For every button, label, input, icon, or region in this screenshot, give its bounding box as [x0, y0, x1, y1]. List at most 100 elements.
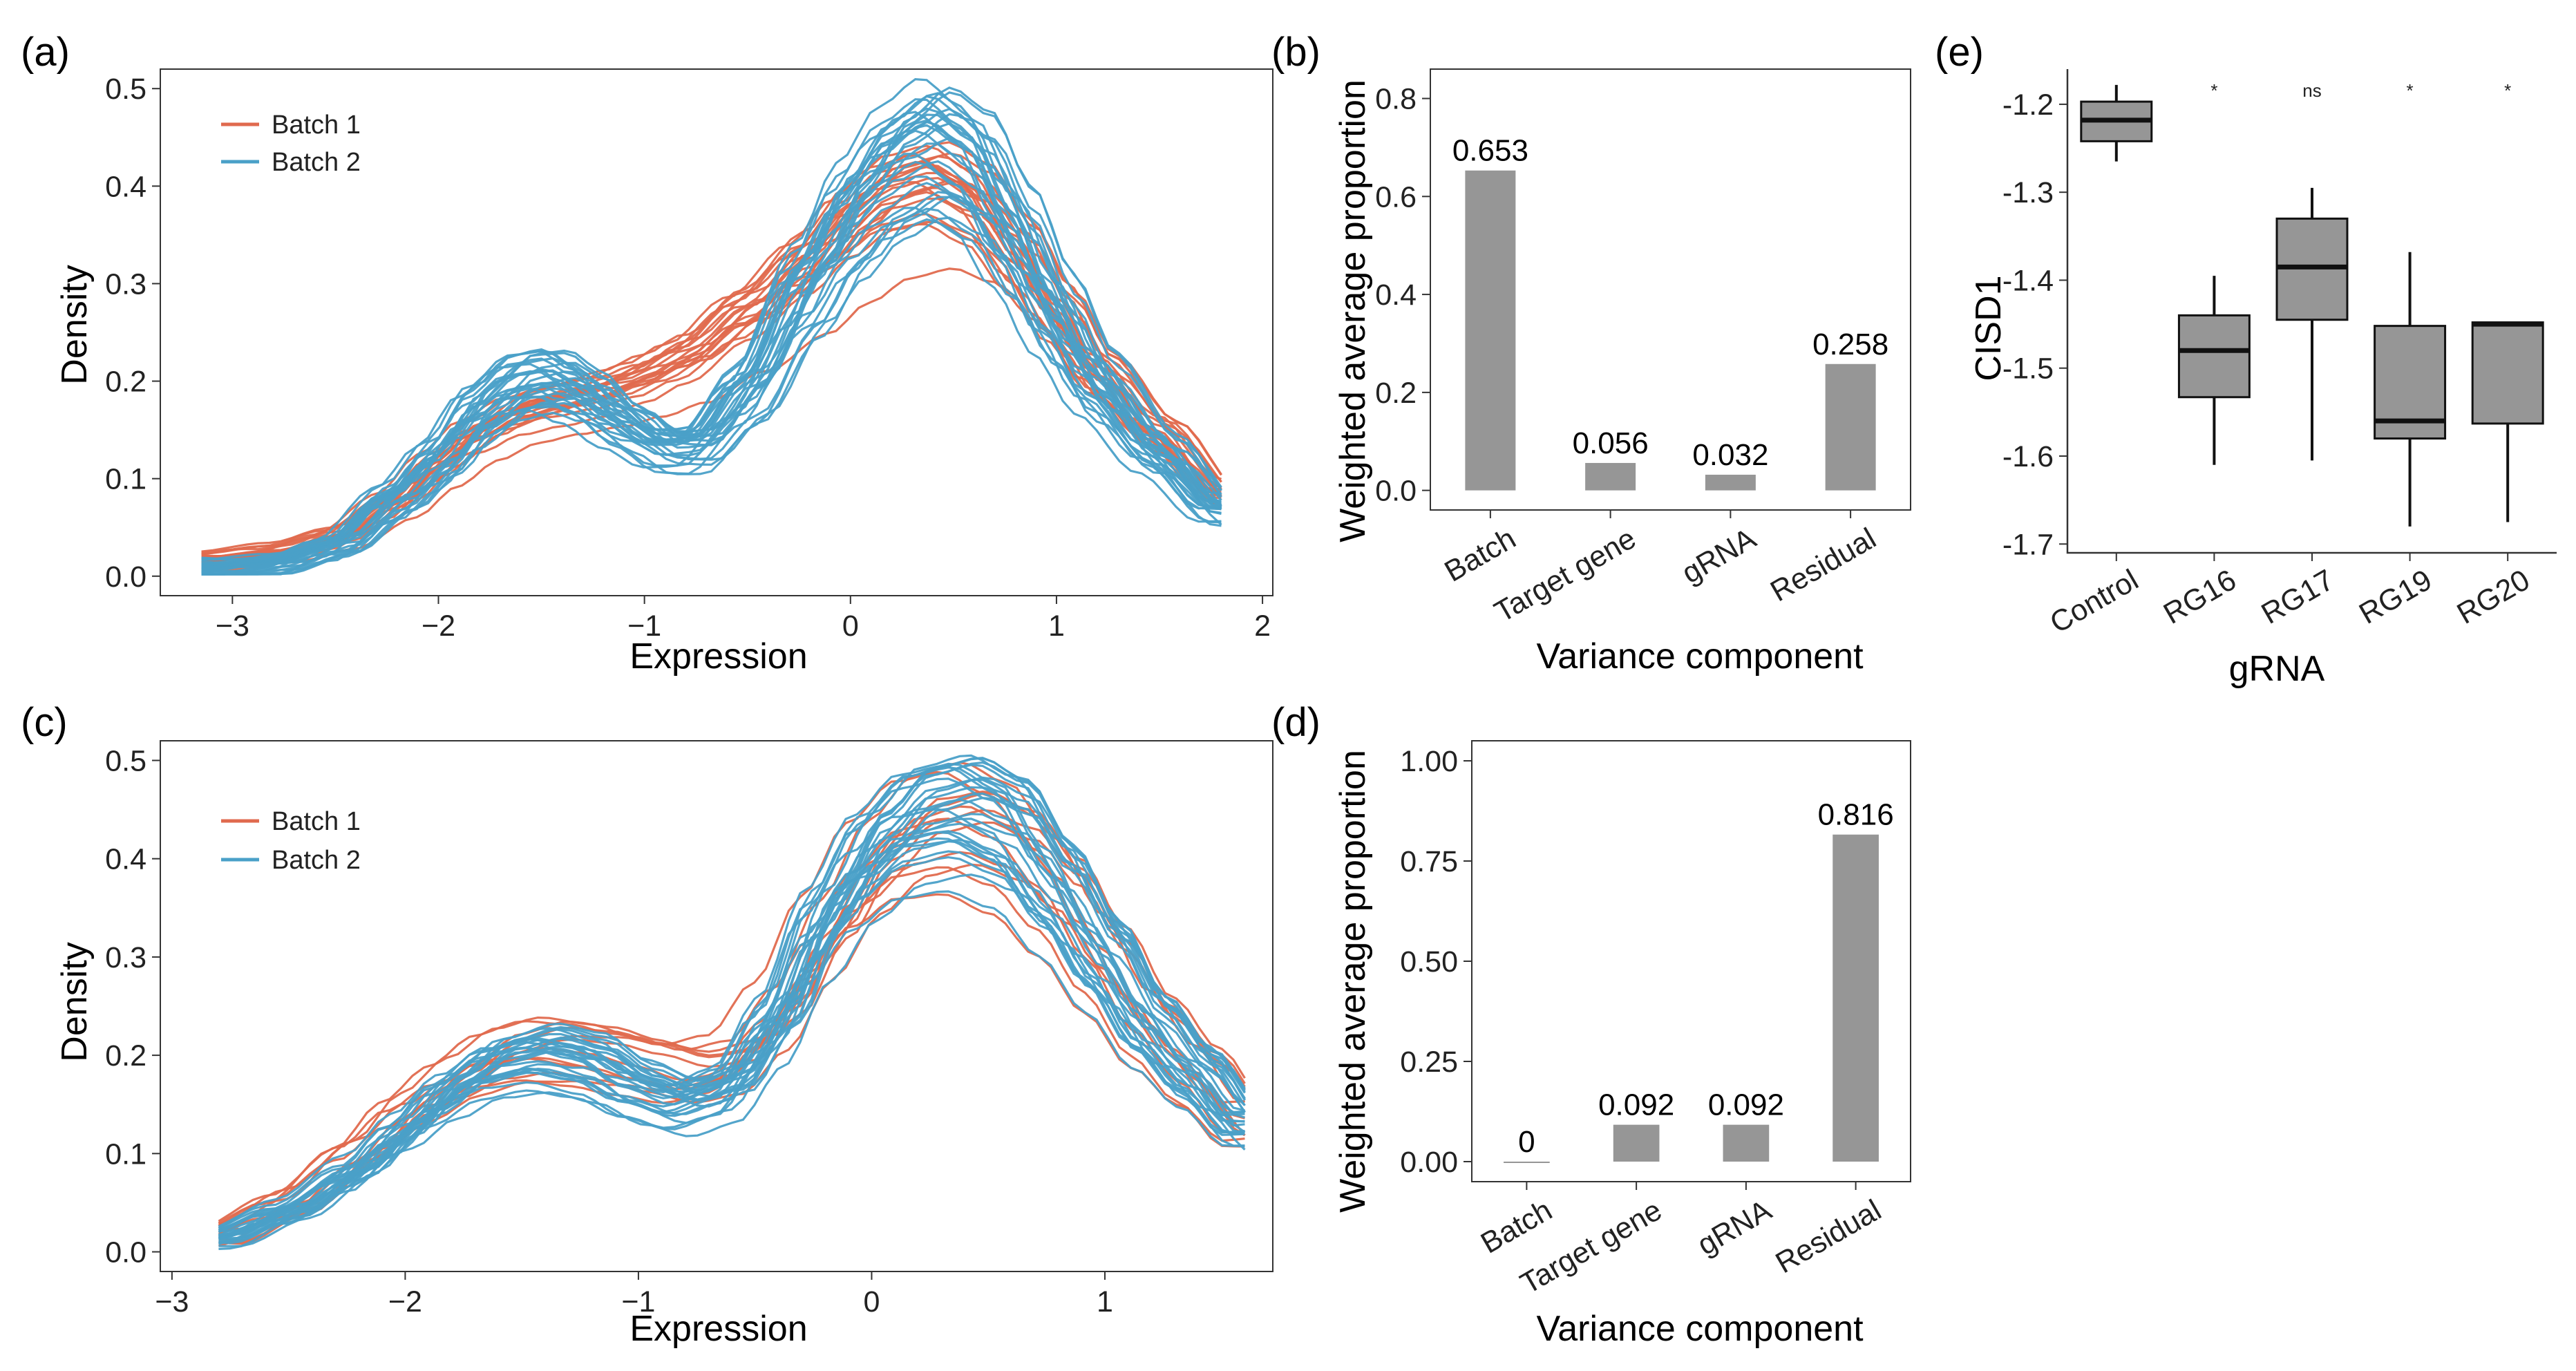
y-tick-label: 0.1 [105, 463, 146, 496]
x-tick-label: 1 [1097, 1285, 1113, 1318]
y-tick-label: 0.0 [105, 1236, 146, 1269]
y-tick-label: 1.00 [1400, 745, 1458, 778]
y-tick-label: -1.4 [2002, 264, 2054, 297]
bar-value-label: 0.258 [1812, 328, 1888, 361]
x-tick-label: −3 [155, 1285, 189, 1318]
density-curve-batch2 [201, 95, 1222, 576]
panel-a-ticks: −3 −2 −1 0 1 2 0.0 0.1 0.2 0.3 0.4 0.5 [105, 73, 1271, 643]
panel-b-frame [1430, 68, 1911, 511]
panel-label-a: (a) [21, 30, 70, 75]
bar-value-label: 0.032 [1692, 438, 1768, 472]
y-tick-label: 0.6 [1375, 180, 1417, 214]
box-rg20 [2471, 321, 2544, 425]
panel-d-x-axis-label: Variance component [1536, 1309, 1864, 1349]
x-tick-label: −1 [621, 1285, 655, 1318]
panel-d-frame [1471, 740, 1911, 1182]
y-tick-label: 0.3 [105, 941, 146, 974]
bar-value-label: 0.092 [1708, 1088, 1784, 1122]
panel-label-d: (d) [1271, 700, 1320, 745]
bar-grna [1705, 474, 1756, 491]
y-tick-label: 0.3 [105, 267, 146, 301]
significance-marker: * [2210, 80, 2217, 101]
x-tick-label: 0 [842, 609, 859, 643]
panel-a-y-axis-label: Density [55, 265, 95, 384]
y-tick-label: -1.7 [2002, 528, 2054, 561]
bar-value-label: 0 [1518, 1125, 1535, 1159]
density-curve-batch2 [201, 120, 1222, 562]
density-curve-batch2 [201, 195, 1222, 575]
density-curve-batch2 [201, 191, 1222, 576]
bar-batch [1504, 1162, 1550, 1163]
panel-label-e: (e) [1935, 30, 1984, 75]
bar-target-gene [1613, 1124, 1660, 1162]
density-curve-batch2 [201, 196, 1222, 576]
y-tick-label: -1.6 [2002, 440, 2054, 473]
density-curve-batch2 [218, 777, 1245, 1228]
y-tick-label: 0.8 [1375, 83, 1417, 116]
y-tick-label: 0.4 [1375, 278, 1417, 312]
bar-value-label: 0.092 [1598, 1088, 1674, 1122]
significance-marker: * [2504, 80, 2511, 101]
bar-value-label: 0.056 [1573, 426, 1649, 460]
density-curve-batch2 [218, 890, 1245, 1238]
panel-a-frame [160, 68, 1273, 596]
panel-c-ticks: −3 −2 −1 0 1 0.0 0.1 0.2 0.3 0.4 0.5 [105, 744, 1113, 1318]
y-tick-label: 0.2 [105, 1039, 146, 1072]
density-curve-batch2 [218, 798, 1245, 1245]
density-curve-batch2 [218, 830, 1245, 1233]
x-tick-label: −3 [216, 609, 249, 643]
y-tick-label: 0.00 [1400, 1146, 1458, 1179]
x-tick-label: −1 [627, 609, 661, 643]
density-curve-batch2 [201, 216, 1222, 576]
density-curve-batch2 [218, 786, 1246, 1236]
bar-grna [1723, 1124, 1770, 1162]
bar-batch [1465, 170, 1516, 491]
panel-a-x-axis-label: Expression [629, 636, 807, 677]
box-rg16 [2177, 314, 2251, 399]
x-tick-label: −2 [422, 609, 455, 643]
x-tick-label: 2 [1254, 609, 1271, 643]
panel-e-axes [2066, 69, 2557, 554]
y-tick-label: 0.1 [105, 1137, 146, 1171]
y-tick-label: 0.5 [105, 73, 146, 106]
density-curve-batch2 [201, 122, 1222, 566]
panel-d-y-axis-label: Weighted average proportion [1333, 750, 1373, 1213]
panel-label-c: (c) [21, 700, 68, 745]
panel-label-b: (b) [1271, 30, 1320, 75]
panel-a-density-plot: (a) Density Expression −3 −2 −1 0 1 2 0.0 0.1 0.… [21, 30, 1273, 677]
panel-a-density-lines [201, 77, 1222, 576]
bar-value-label: 0.653 [1452, 134, 1528, 168]
y-tick-label: 0.75 [1400, 845, 1458, 878]
legend-batch1-label: Batch 1 [272, 111, 361, 140]
panel-c-density-plot: (c) Density Expression −3 −2 −1 0 1 0.0 0.1 0.2… [21, 700, 1273, 1349]
significance-marker: * [2407, 80, 2414, 101]
x-tick-label: 1 [1048, 609, 1065, 643]
legend-batch2-label: Batch 2 [272, 148, 361, 177]
panel-e-y-axis-label: CISD1 [1969, 275, 2009, 381]
panel-c-y-axis-label: Density [55, 942, 95, 1061]
y-tick-label: 0.50 [1400, 945, 1458, 978]
x-tick-label: 0 [863, 1285, 880, 1318]
y-tick-label: -1.3 [2002, 176, 2054, 209]
y-tick-label: 0.5 [105, 744, 146, 777]
panel-a-legend: Batch 1 Batch 2 [221, 111, 361, 177]
legend-batch2-label: Batch 2 [272, 846, 361, 875]
bar-target-gene [1585, 462, 1636, 491]
significance-marker: ns [2302, 80, 2321, 101]
panel-b-x-axis-label: Variance component [1536, 636, 1864, 677]
bar-value-label: 0.816 [1818, 798, 1894, 832]
panel-c-frame [160, 740, 1273, 1272]
panel-d-bars: 0 0.092 0.092 0.816 [1504, 798, 1894, 1163]
y-tick-label: 0.4 [105, 170, 146, 203]
panel-b-bars: 0.653 0.056 0.032 0.258 [1452, 134, 1888, 491]
density-curve-batch2 [218, 762, 1245, 1229]
y-tick-label: 0.4 [105, 843, 146, 876]
density-curve-batch2 [201, 207, 1222, 564]
y-tick-label: -1.2 [2002, 88, 2054, 122]
bar-residual [1832, 834, 1879, 1162]
y-tick-label: 0.2 [105, 366, 146, 399]
panel-c-density-lines [218, 754, 1246, 1250]
y-tick-label: 0.0 [1375, 475, 1417, 508]
y-tick-label: 0.0 [105, 560, 146, 594]
